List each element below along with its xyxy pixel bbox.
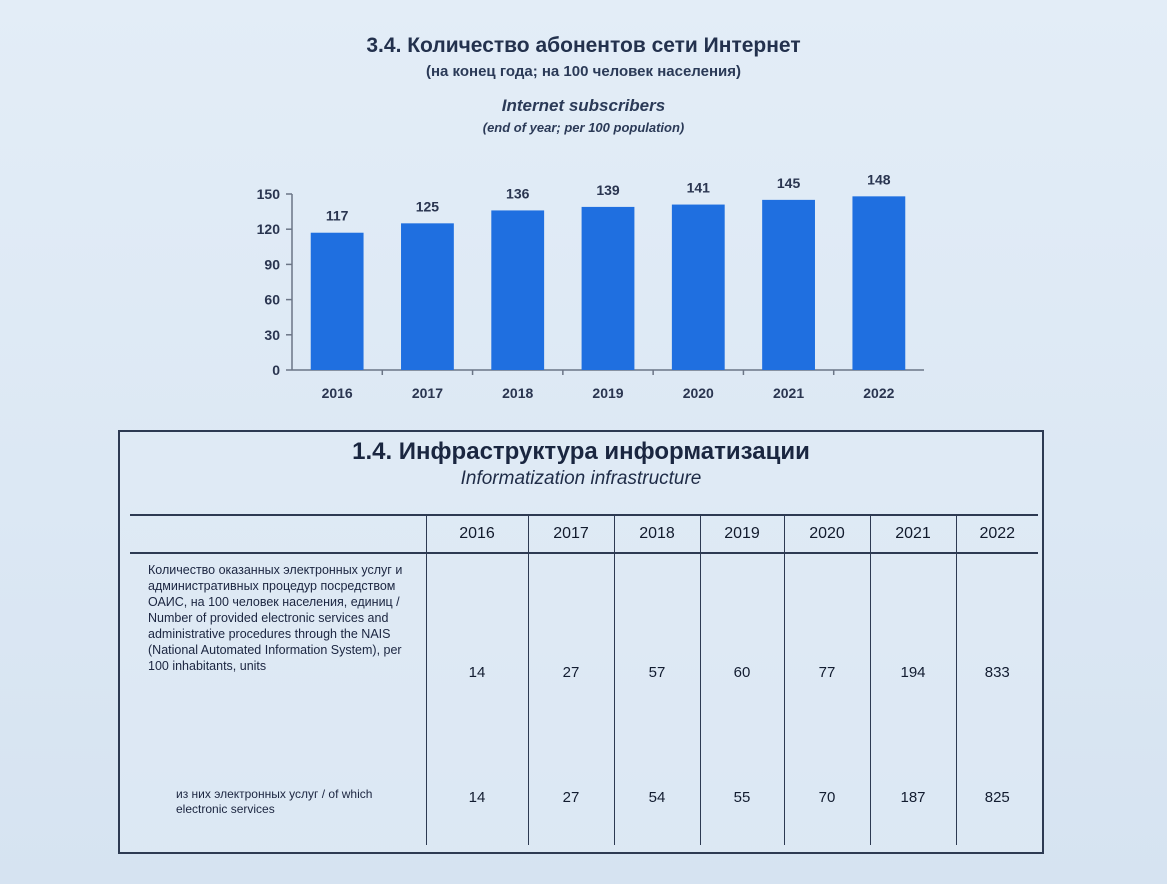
bar — [581, 206, 635, 370]
column-header: 2016 — [425, 514, 529, 554]
data-label: 139 — [596, 182, 620, 198]
y-tick-label: 90 — [264, 256, 280, 272]
column-header: 2021 — [869, 514, 957, 554]
column-header: 2022 — [955, 514, 1038, 554]
chart-axes: 0 30 60 90 120 150 2016 2017 2018 2019 2020 2021 202… — [257, 186, 924, 401]
x-tick-label: 2022 — [863, 385, 894, 401]
infrastructure-table: 2016 2017 2018 2019 2020 2021 2022 Колич… — [130, 514, 1038, 845]
table-cell: 825 — [955, 785, 1038, 845]
table-header-row: 2016 2017 2018 2019 2020 2021 2022 — [130, 514, 1038, 554]
row-label: Количество оказанных электронных услуг и… — [130, 553, 427, 785]
column-header: 2019 — [699, 514, 785, 554]
bar — [310, 232, 364, 370]
bar-chart: 0 30 60 90 120 150 2016 2017 2018 2019 2020 2021 202… — [257, 171, 924, 401]
y-tick-label: 30 — [264, 327, 280, 343]
data-label: 145 — [777, 175, 801, 191]
y-tick-label: 0 — [272, 362, 280, 378]
table-cell: 77 — [783, 553, 871, 785]
bar — [491, 210, 545, 370]
column-header — [130, 514, 427, 554]
table-cell: 833 — [955, 553, 1038, 785]
chart-subtitle: (на конец года; на 100 человек населения… — [425, 63, 741, 80]
table-cell: 54 — [613, 785, 701, 845]
infrastructure-table-panel: 1.4. Инфраструктура информатизации Infor… — [118, 430, 1044, 854]
table-cell: 194 — [869, 553, 957, 785]
table-row: Количество оказанных электронных услуг и… — [130, 553, 1038, 785]
table-title: 1.4. Инфраструктура информатизации — [352, 438, 810, 465]
x-tick-label: 2021 — [773, 385, 804, 401]
table-cell: 27 — [527, 785, 615, 845]
x-tick-label: 2020 — [683, 385, 714, 401]
table-cell: 14 — [425, 553, 529, 785]
column-header: 2018 — [613, 514, 701, 554]
data-label: 125 — [416, 198, 440, 214]
table-cell: 57 — [613, 553, 701, 785]
column-header: 2017 — [527, 514, 615, 554]
bar — [401, 223, 454, 370]
row-label: из них электронных услуг / of which elec… — [130, 785, 427, 845]
bar — [671, 204, 725, 370]
x-tick-label: 2018 — [502, 385, 533, 401]
x-tick-label: 2017 — [412, 385, 443, 401]
x-tick-label: 2019 — [592, 385, 623, 401]
table-cell: 14 — [425, 785, 529, 845]
table-cell: 27 — [527, 553, 615, 785]
chart-title: 3.4. Количество абонентов сети Интернет — [366, 34, 801, 57]
bar — [852, 196, 906, 370]
chart-title-en: Internet subscribers — [501, 96, 666, 115]
data-label: 148 — [867, 171, 891, 187]
data-label: 136 — [506, 185, 530, 201]
table-row: из них электронных услуг / of which elec… — [130, 785, 1038, 845]
chart-subtitle-en: (end of year; per 100 population) — [482, 120, 685, 135]
column-header: 2020 — [783, 514, 871, 554]
data-label: 117 — [326, 208, 349, 224]
table-cell: 55 — [699, 785, 785, 845]
table-title-en: Informatization infrastructure — [460, 468, 702, 489]
chart-bars: 117 125 136 139 141 145 148 — [310, 171, 906, 370]
y-tick-label: 120 — [257, 221, 281, 237]
x-tick-label: 2016 — [322, 385, 353, 401]
y-tick-label: 150 — [257, 186, 281, 202]
table-cell: 187 — [869, 785, 957, 845]
data-label: 141 — [687, 180, 711, 196]
table-cell: 60 — [699, 553, 785, 785]
table-cell: 70 — [783, 785, 871, 845]
y-tick-label: 60 — [264, 292, 280, 308]
bar — [762, 199, 815, 370]
